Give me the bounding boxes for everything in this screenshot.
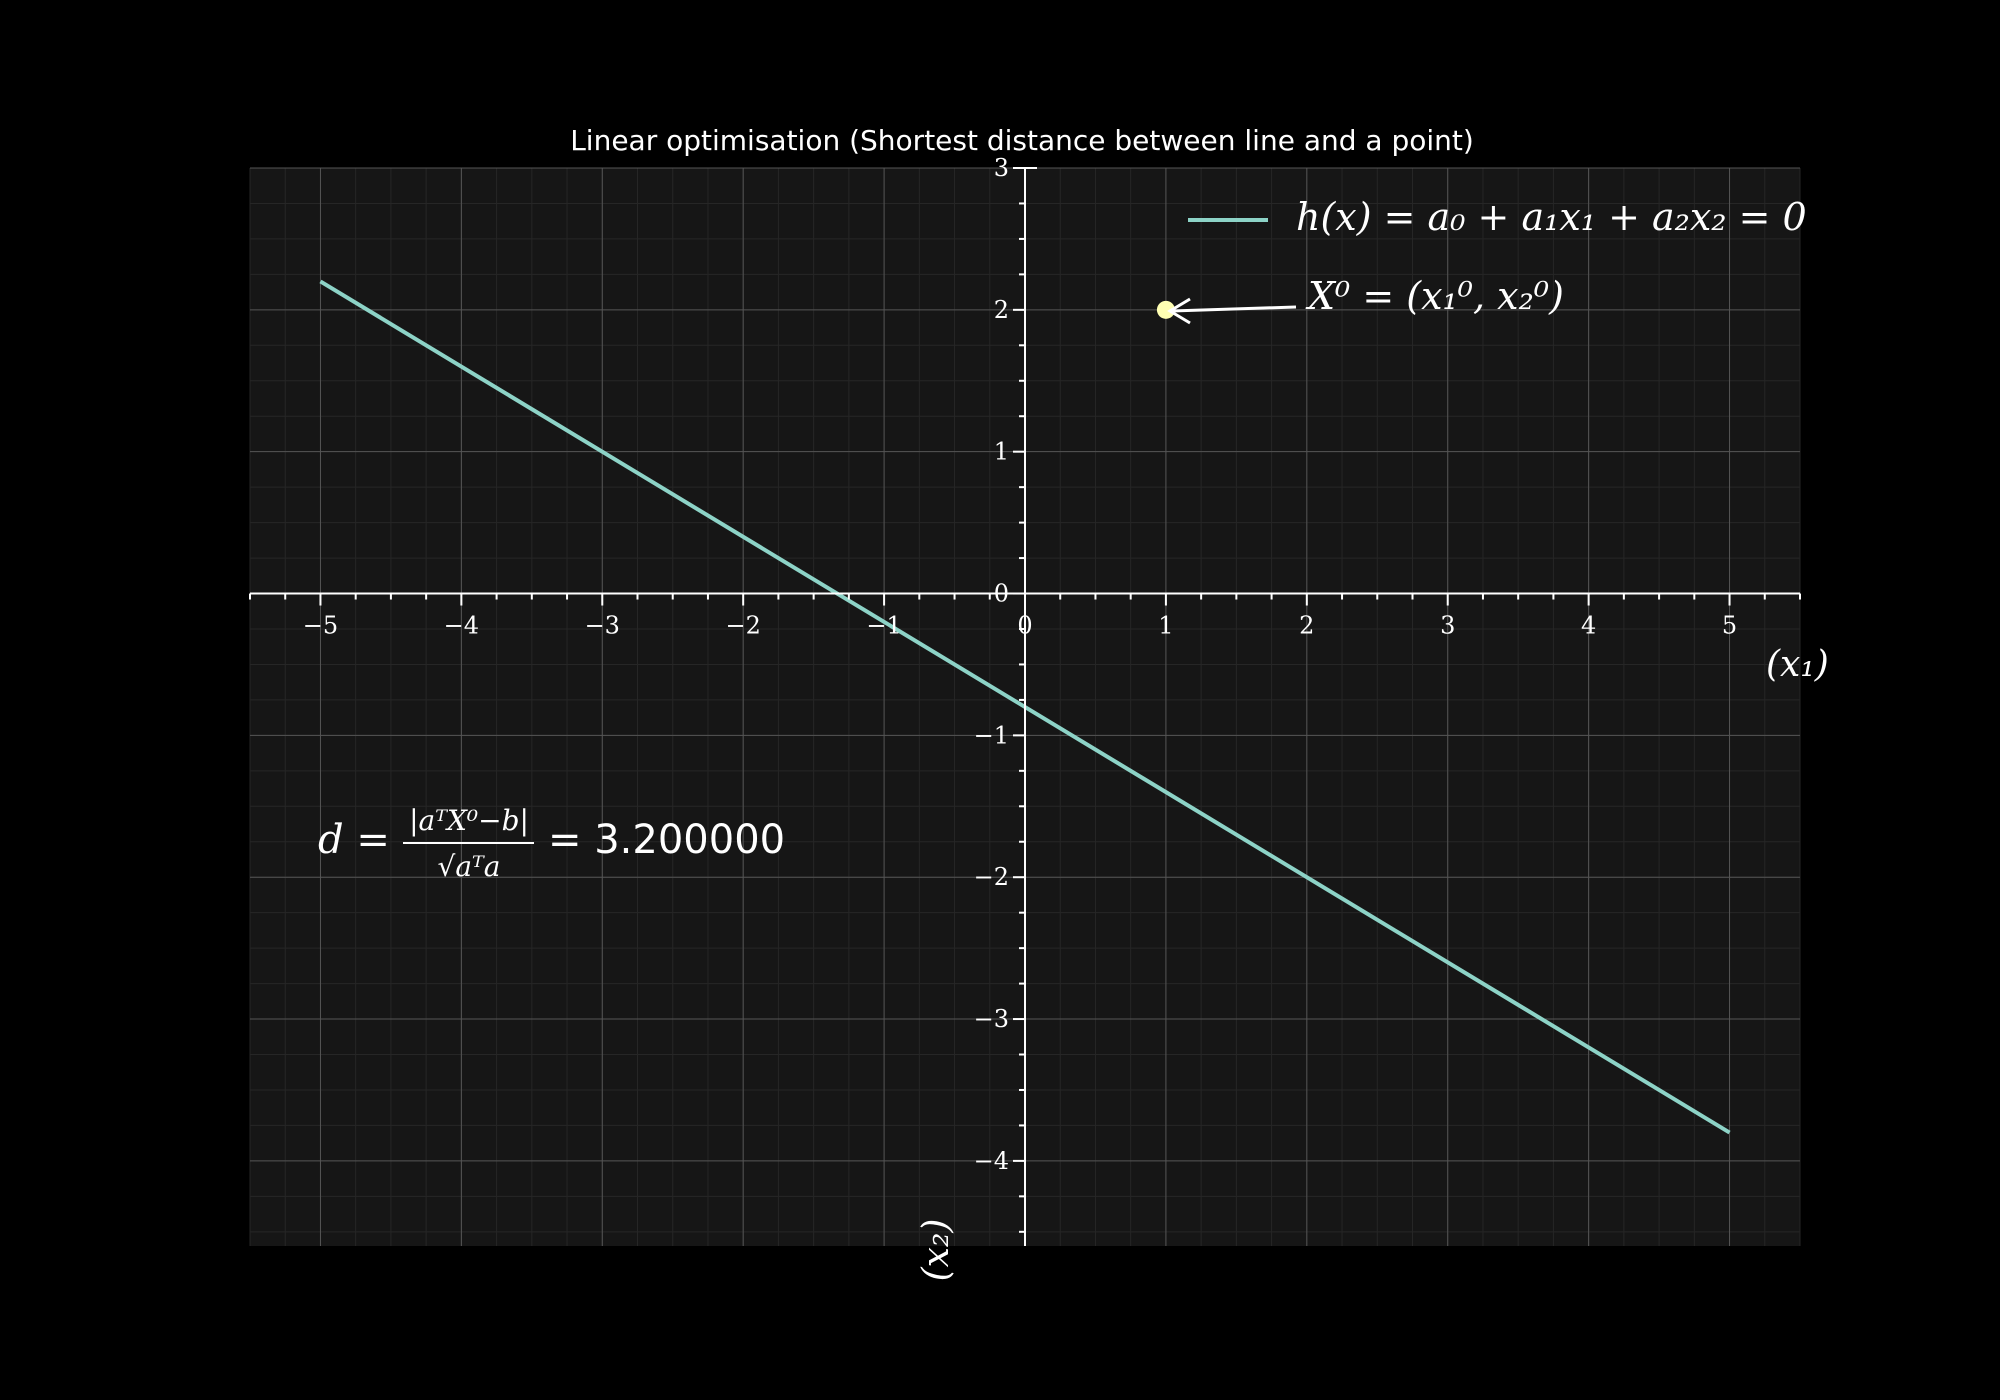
x-tick-label: −1 [866, 612, 901, 640]
y-tick-label: −2 [974, 863, 1009, 891]
chart-title: Linear optimisation (Shortest distance b… [570, 124, 1474, 157]
y-tick-label: 3 [994, 154, 1009, 182]
annotation-arrowhead [1167, 297, 1191, 325]
x-tick-label: −4 [444, 612, 479, 640]
y-tick-label: −1 [974, 721, 1009, 749]
x-tick-label: 2 [1299, 612, 1314, 640]
formula-numerator: |aᵀX⁰−b| [409, 804, 529, 837]
x-tick-label: −5 [303, 612, 338, 640]
axes [249, 167, 1801, 1246]
y-tick-label: 2 [994, 296, 1009, 324]
distance-formula: d = |aᵀX⁰−b| √aᵀa = 3.200000 [318, 804, 785, 883]
y-tick-label: 0 [994, 580, 1009, 608]
point-annotation: X⁰ = (x₁⁰, x₂⁰) [1167, 274, 1564, 325]
formula-lhs: d = [318, 817, 390, 863]
x-tick-label: −2 [725, 612, 760, 640]
y-tick-label: −3 [974, 1005, 1009, 1033]
x-tick-label: 1 [1158, 612, 1173, 640]
x-axis-label: (x₁) [1766, 644, 1829, 685]
x-tick-label: 4 [1581, 612, 1596, 640]
annotation-arrow [1171, 305, 1297, 313]
x-tick-label: −3 [585, 612, 620, 640]
y-axis-label: (x₂) [916, 1219, 957, 1282]
point-label: X⁰ = (x₁⁰, x₂⁰) [1305, 274, 1564, 318]
formula-rhs: = 3.200000 [548, 817, 785, 863]
y-tick-labels: −4 −3 −2 −1 0 1 2 3 [974, 154, 1009, 1175]
formula-denominator: √aᵀa [438, 850, 501, 883]
x-tick-label: 0 [1017, 612, 1032, 640]
x-tick-labels: −5 −4 −3 −2 −1 0 1 2 3 4 5 [303, 612, 1737, 640]
x-tick-label: 5 [1722, 612, 1737, 640]
y-tick-label: 1 [994, 438, 1009, 466]
x-tick-label: 3 [1440, 612, 1455, 640]
legend-label: h(x) = a₀ + a₁x₁ + a₂x₂ = 0 [1296, 195, 1807, 239]
y-tick-label: −4 [974, 1147, 1009, 1175]
point-x0 [1156, 300, 1175, 319]
legend: h(x) = a₀ + a₁x₁ + a₂x₂ = 0 [1188, 195, 1807, 239]
